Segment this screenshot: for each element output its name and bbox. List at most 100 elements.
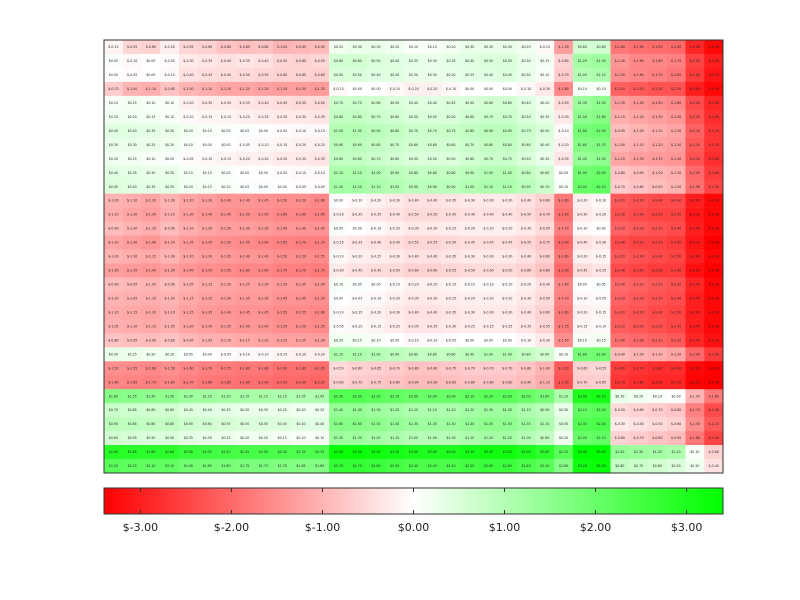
colorbar-tick-label: $0.00 — [398, 521, 430, 534]
heatmap-cell-label: $-0.80 — [221, 45, 231, 49]
heatmap-cell-label: $2.40 — [409, 464, 418, 468]
heatmap-cell — [104, 109, 124, 125]
heatmap-cell — [141, 347, 161, 362]
heatmap-cell — [122, 445, 142, 460]
heatmap-cell — [591, 137, 611, 153]
heatmap-cell-label: $-0.40 — [483, 213, 493, 217]
heatmap-cell — [385, 95, 405, 111]
heatmap-cell-label: $0.00 — [353, 87, 362, 91]
heatmap-cell — [404, 277, 424, 292]
heatmap-cell-label: $-3.30 — [708, 297, 718, 301]
heatmap-cell — [385, 67, 405, 83]
heatmap-cell-label: $-0.20 — [165, 45, 175, 49]
heatmap-cell — [422, 263, 442, 278]
heatmap-cell — [460, 291, 480, 306]
heatmap-cell — [497, 459, 517, 474]
heatmap-cell — [441, 319, 461, 334]
heatmap-cell — [347, 81, 367, 97]
heatmap-cell — [647, 333, 668, 348]
heatmap-cell-label: $0.00 — [503, 338, 512, 342]
heatmap-cell-label: $2.00 — [409, 394, 418, 398]
heatmap-cell — [647, 347, 668, 362]
heatmap-cell — [104, 347, 124, 362]
heatmap-cell — [291, 263, 311, 278]
heatmap-cell-label: $0.20 — [559, 436, 568, 440]
heatmap-cell-label: $0.15 — [203, 185, 212, 189]
heatmap-cell — [629, 445, 649, 460]
heatmap-cell-label: $-0.80 — [521, 366, 531, 370]
heatmap-cell-label: $-2.70 — [708, 143, 718, 147]
heatmap-cell — [422, 165, 442, 180]
heatmap-cell-label: $0.60 — [428, 143, 437, 147]
heatmap-cell-label: $-0.30 — [483, 255, 493, 259]
heatmap-cell-label: $-0.25 — [446, 227, 456, 231]
heatmap-cell — [629, 319, 649, 334]
heatmap-cell-label: $0.20 — [334, 338, 343, 342]
heatmap-cell — [629, 361, 649, 376]
heatmap-cell-label: $-2.50 — [690, 59, 700, 63]
heatmap-cell — [479, 95, 499, 111]
heatmap-cell-label: $0.35 — [146, 129, 155, 133]
heatmap-cell — [272, 459, 292, 474]
heatmap-cell — [404, 431, 424, 446]
heatmap-cell-label: $1.40 — [390, 422, 399, 426]
heatmap-cell — [610, 249, 630, 264]
heatmap-cell-label: $0.30 — [503, 45, 512, 49]
heatmap-cell-label: $-0.60 — [146, 45, 156, 49]
heatmap-cell-label: $0.90 — [109, 422, 118, 426]
heatmap-cell-label: $-1.60 — [558, 283, 568, 287]
heatmap-cell-label: $-0.35 — [202, 59, 212, 63]
heatmap-cell-label: $2.30 — [578, 422, 587, 426]
heatmap-cell-label: $-1.55 — [221, 269, 231, 273]
heatmap-cell — [310, 179, 330, 194]
heatmap-cell — [572, 151, 592, 167]
heatmap-cell — [479, 333, 499, 348]
heatmap-cell-label: $1.30 — [371, 408, 380, 412]
heatmap-cell — [235, 277, 255, 292]
heatmap-cell — [554, 95, 574, 111]
heatmap-cell — [329, 389, 349, 404]
heatmap-cell-label: $-1.90 — [277, 366, 287, 370]
heatmap-cell — [666, 221, 686, 236]
heatmap-cell-label: $0.20 — [165, 143, 174, 147]
heatmap-cell-label: $1.10 — [559, 394, 568, 398]
heatmap-cell-label: $1.50 — [146, 394, 155, 398]
heatmap-cell — [366, 207, 386, 222]
heatmap-cell — [235, 179, 255, 194]
heatmap-cell-label: $0.00 — [240, 171, 249, 175]
heatmap-cell-label: $-0.80 — [258, 45, 268, 49]
heatmap-cell — [329, 151, 349, 167]
heatmap-cell-label: $-1.80 — [240, 366, 250, 370]
heatmap-cell — [535, 179, 555, 194]
heatmap-cell — [479, 263, 499, 278]
heatmap-cell-label: $1.50 — [371, 422, 380, 426]
heatmap-cell — [197, 403, 217, 418]
heatmap-cell-label: $-1.80 — [558, 255, 568, 259]
heatmap-cell-label: $0.15 — [597, 338, 606, 342]
heatmap-cell-label: $0.00 — [371, 87, 380, 91]
heatmap-cell-label: $0.80 — [446, 171, 455, 175]
heatmap-cell — [235, 403, 255, 418]
heatmap-cell — [310, 123, 330, 139]
heatmap-cell-label: $-0.80 — [633, 185, 643, 189]
heatmap-cell — [366, 193, 386, 208]
heatmap-cell — [216, 375, 236, 390]
heatmap-cell — [460, 417, 480, 432]
heatmap-cell — [254, 95, 274, 111]
heatmap-cell-label: $0.05 — [240, 129, 249, 133]
heatmap-cell — [141, 235, 161, 250]
heatmap-cell-label: $-0.20 — [240, 157, 250, 161]
heatmap-cell — [516, 235, 536, 250]
heatmap-cell — [141, 319, 161, 334]
heatmap-cell — [272, 81, 292, 97]
heatmap-cell-label: $0.50 — [334, 73, 343, 77]
heatmap-cell — [610, 375, 630, 390]
heatmap-cell-label: $-1.60 — [240, 269, 250, 273]
heatmap-cell — [591, 319, 611, 334]
heatmap-cell — [516, 291, 536, 306]
heatmap-cell — [347, 305, 367, 320]
heatmap-cell — [254, 221, 274, 236]
heatmap-cell — [272, 361, 292, 376]
heatmap-cell-label: $0.60 — [165, 408, 174, 412]
heatmap-cell-label: $-0.20 — [502, 227, 512, 231]
